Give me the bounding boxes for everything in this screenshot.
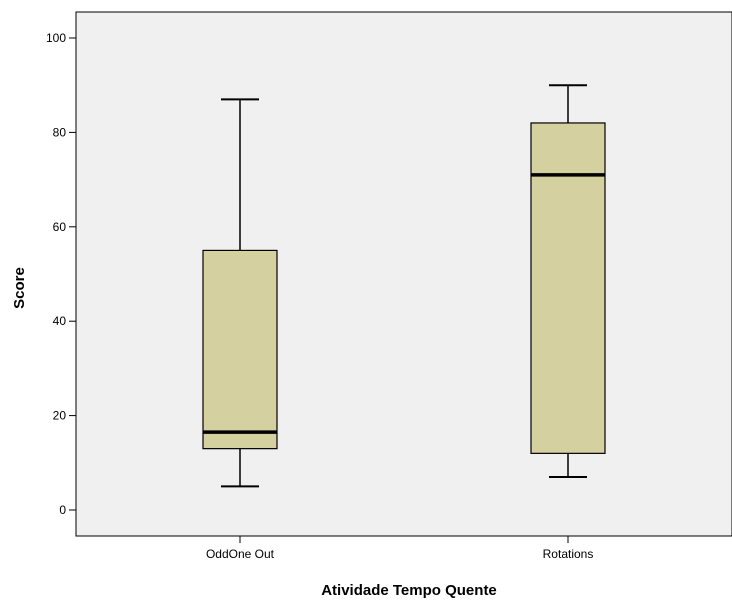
y-tick-label: 0 [59,503,66,517]
y-tick-label: 40 [53,314,67,328]
y-tick-label: 60 [53,220,67,234]
y-tick-label: 100 [46,31,66,45]
plot-area [75,11,732,537]
boxplot-series [202,84,606,488]
box-iqr [202,249,278,450]
y-tick-label: 80 [53,125,67,139]
x-axis-label: Atividade Tempo Quente [321,582,497,599]
box-group [530,84,606,478]
x-axis: OddOne Out Rotations [206,536,593,561]
y-axis: 0 20 40 60 80 100 [46,31,76,517]
box-iqr [530,122,606,454]
x-tick-label: OddOne Out [206,547,275,561]
y-axis-label: Score [11,267,28,309]
box-group [202,98,278,488]
y-tick-label: 20 [53,409,67,423]
x-tick-label: Rotations [543,547,594,561]
